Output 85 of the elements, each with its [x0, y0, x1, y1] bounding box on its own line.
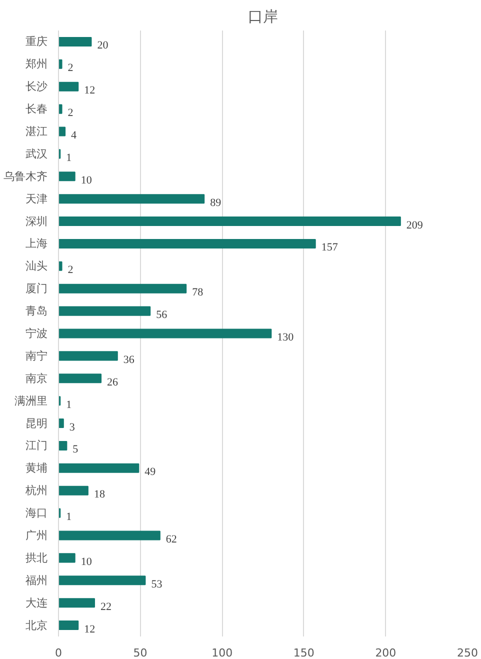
- bar: [58, 620, 79, 630]
- x-tick-label: 50: [133, 646, 148, 659]
- bar: [58, 172, 76, 182]
- x-tick-label: 250: [457, 646, 478, 659]
- bar: [58, 126, 66, 136]
- bar: [58, 374, 102, 384]
- data-label: 1: [66, 398, 72, 411]
- data-label: 209: [406, 219, 424, 232]
- bar: [58, 463, 140, 473]
- data-label: 10: [80, 556, 92, 568]
- data-label: 36: [123, 354, 135, 366]
- data-label: 18: [94, 488, 106, 501]
- bar: [58, 36, 92, 46]
- bar: [58, 194, 205, 204]
- y-tick-label: 厦门: [26, 282, 48, 296]
- bar: [58, 104, 62, 114]
- data-label: 1: [66, 152, 72, 164]
- y-tick-label: 北京: [26, 618, 48, 632]
- bar: [58, 418, 64, 428]
- y-tick-label: 大连: [26, 596, 48, 610]
- bar: [58, 530, 160, 540]
- data-label: 56: [156, 309, 168, 322]
- data-label: 2: [68, 264, 74, 276]
- data-label: 2: [68, 107, 74, 120]
- data-label: 53: [151, 578, 163, 590]
- y-tick-label: 满洲里: [14, 394, 48, 408]
- y-tick-label: 武汉: [26, 147, 48, 160]
- bar: [58, 261, 62, 271]
- data-label: 89: [210, 196, 222, 209]
- y-tick-label: 拱北: [26, 551, 48, 564]
- data-label: 26: [107, 376, 119, 388]
- bar: [58, 216, 401, 226]
- data-label: 62: [166, 534, 177, 546]
- data-label: 49: [144, 466, 156, 478]
- bar: [58, 486, 88, 496]
- bar: [58, 553, 76, 563]
- data-label: 12: [84, 84, 96, 97]
- y-tick-label: 长沙: [26, 80, 48, 94]
- data-label: 20: [97, 40, 109, 52]
- bar: [58, 82, 79, 92]
- y-tick-label: 广州: [26, 529, 48, 542]
- bar: [58, 440, 68, 450]
- y-tick-label: 福州: [26, 574, 48, 587]
- data-label: 4: [71, 130, 78, 142]
- y-tick-label: 天津: [26, 192, 48, 206]
- bar: [58, 306, 151, 316]
- data-label: 2: [68, 62, 74, 74]
- chart-title: 口岸: [248, 8, 278, 26]
- y-tick-label: 乌鲁木齐: [4, 170, 48, 183]
- data-label: 12: [84, 623, 96, 636]
- bar: [58, 284, 187, 294]
- y-tick-label: 深圳: [26, 214, 48, 228]
- data-label: 1: [66, 511, 72, 524]
- data-label: 22: [100, 600, 112, 613]
- y-tick-label: 杭州: [24, 484, 48, 498]
- x-tick-label: 0: [55, 646, 62, 659]
- y-tick-label: 宁波: [26, 327, 48, 340]
- data-label: 157: [321, 242, 338, 254]
- y-tick-label: 重庆: [26, 35, 48, 48]
- x-tick-label: 100: [212, 646, 233, 659]
- y-tick-label: 昆明: [26, 416, 48, 430]
- y-tick-label: 南京: [26, 372, 48, 385]
- y-tick-label: 海口: [26, 506, 48, 520]
- bar: [58, 328, 272, 338]
- data-label: 10: [80, 174, 92, 186]
- y-tick-label: 江门: [26, 439, 48, 452]
- bar: [58, 238, 316, 248]
- bar: [58, 59, 62, 69]
- x-tick-label: 200: [375, 646, 396, 659]
- y-tick-label: 郑州: [26, 58, 48, 71]
- x-tick-label: 150: [293, 646, 314, 659]
- y-tick-label: 汕头: [26, 260, 48, 273]
- data-label: 130: [277, 332, 294, 344]
- y-tick-label: 南宁: [26, 349, 48, 362]
- y-tick-label: 湛江: [26, 125, 48, 138]
- data-label: 3: [69, 421, 76, 434]
- bar: [58, 598, 95, 608]
- y-tick-label: 上海: [26, 237, 48, 250]
- y-tick-label: 青岛: [26, 304, 48, 318]
- bar: [58, 351, 118, 361]
- y-tick-label: 长春: [26, 102, 48, 116]
- data-label: 78: [192, 286, 204, 299]
- data-label: 5: [72, 444, 79, 456]
- y-tick-label: 黄埔: [26, 462, 48, 475]
- bar: [58, 576, 146, 586]
